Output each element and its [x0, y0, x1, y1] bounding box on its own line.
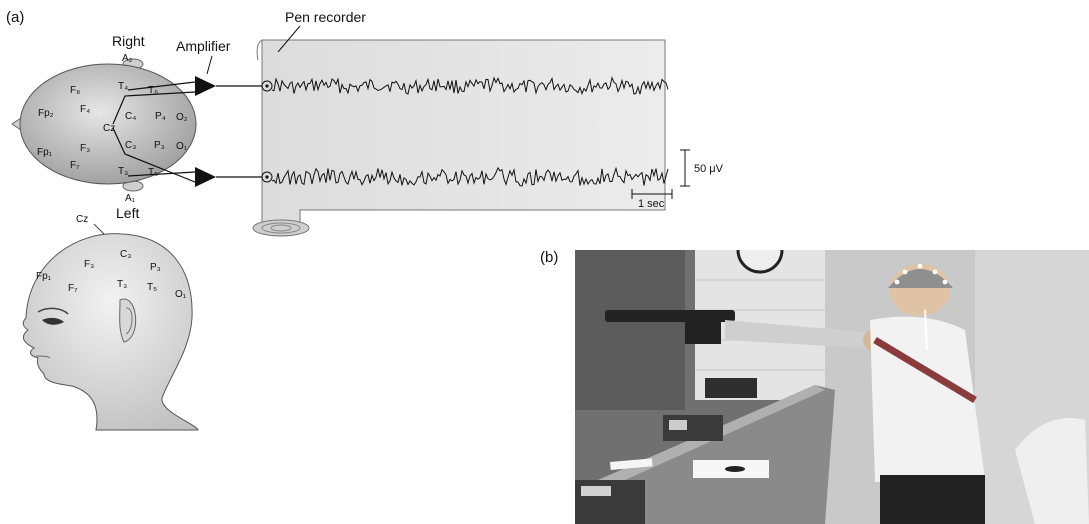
- side-electrode-cz: Cz: [76, 214, 88, 225]
- pen-recorder-pointer: [277, 25, 301, 53]
- head-side-view: [22, 233, 199, 431]
- electrode-fp1: Fp₁: [37, 147, 53, 158]
- top-electrode-labels: A₂ T₄ T₆ F₈ F₄ Fp₂ C₄ P₄ O₂ Cz Fp₁ F₃ C₃…: [37, 53, 188, 204]
- eeg-trace-top: [261, 76, 669, 96]
- pen-recorder-label: Pen recorder: [285, 9, 366, 25]
- amplitude-scale-bar: [680, 149, 690, 187]
- panel-a-label: (a): [6, 9, 24, 26]
- electrode-t5: T₅: [148, 167, 158, 178]
- electrode-f4: F₄: [80, 104, 90, 115]
- electrode-c3: C₃: [125, 140, 136, 151]
- electrode-p4: P₄: [155, 111, 166, 122]
- electrode-f8: F₈: [70, 85, 80, 96]
- electrode-a2: A₂: [122, 53, 133, 64]
- time-scale-bar: [631, 189, 673, 199]
- panel-b-label: (b): [540, 249, 558, 266]
- side-electrode-o1: O₁: [175, 289, 187, 300]
- electrode-t3: T₃: [118, 166, 128, 177]
- electrode-wiring: [112, 81, 196, 183]
- electrode-t4: T₄: [118, 81, 128, 92]
- side-electrode-labels: Cz C₃ F₃ P₃ Fp₁ T₃ T₅ O₁ F₇: [36, 214, 187, 300]
- side-electrode-f3: F₃: [84, 259, 94, 270]
- electrode-o2: O₂: [176, 112, 188, 123]
- side-electrode-t5: T₅: [147, 282, 157, 293]
- electrode-fp2: Fp₂: [38, 108, 54, 119]
- side-electrode-fp1: Fp₁: [36, 271, 52, 282]
- electrode-o1: O₁: [176, 141, 188, 152]
- side-electrode-t3: T₃: [117, 279, 127, 290]
- amplifier-pointer: [206, 55, 213, 75]
- electrode-a1: A₁: [125, 193, 136, 204]
- amplifier-label: Amplifier: [176, 38, 231, 54]
- electrode-f7: F₇: [70, 160, 80, 171]
- right-label: Right: [112, 33, 145, 49]
- left-label: Left: [116, 205, 139, 221]
- eeg-shooting-photo: [575, 250, 1089, 524]
- time-scale-label: 1 sec: [638, 198, 665, 210]
- electrode-p3: P₃: [154, 140, 165, 151]
- electrode-f3: F₃: [80, 143, 90, 154]
- electrode-c4: C₄: [125, 111, 136, 122]
- side-electrode-c3: C₃: [120, 249, 131, 260]
- electrode-t6: T₆: [148, 85, 158, 96]
- pen-recorder-paper: [252, 39, 666, 237]
- electrode-cz: Cz: [103, 123, 115, 134]
- amplitude-scale-label: 50 μV: [694, 163, 724, 175]
- eeg-trace-bottom: [261, 166, 669, 187]
- amplifier-bottom: [195, 167, 262, 187]
- photo-illustration: [575, 250, 1089, 524]
- side-electrode-p3: P₃: [150, 262, 161, 273]
- amplifier-top: [195, 76, 262, 96]
- side-electrode-f7: F₇: [68, 283, 78, 294]
